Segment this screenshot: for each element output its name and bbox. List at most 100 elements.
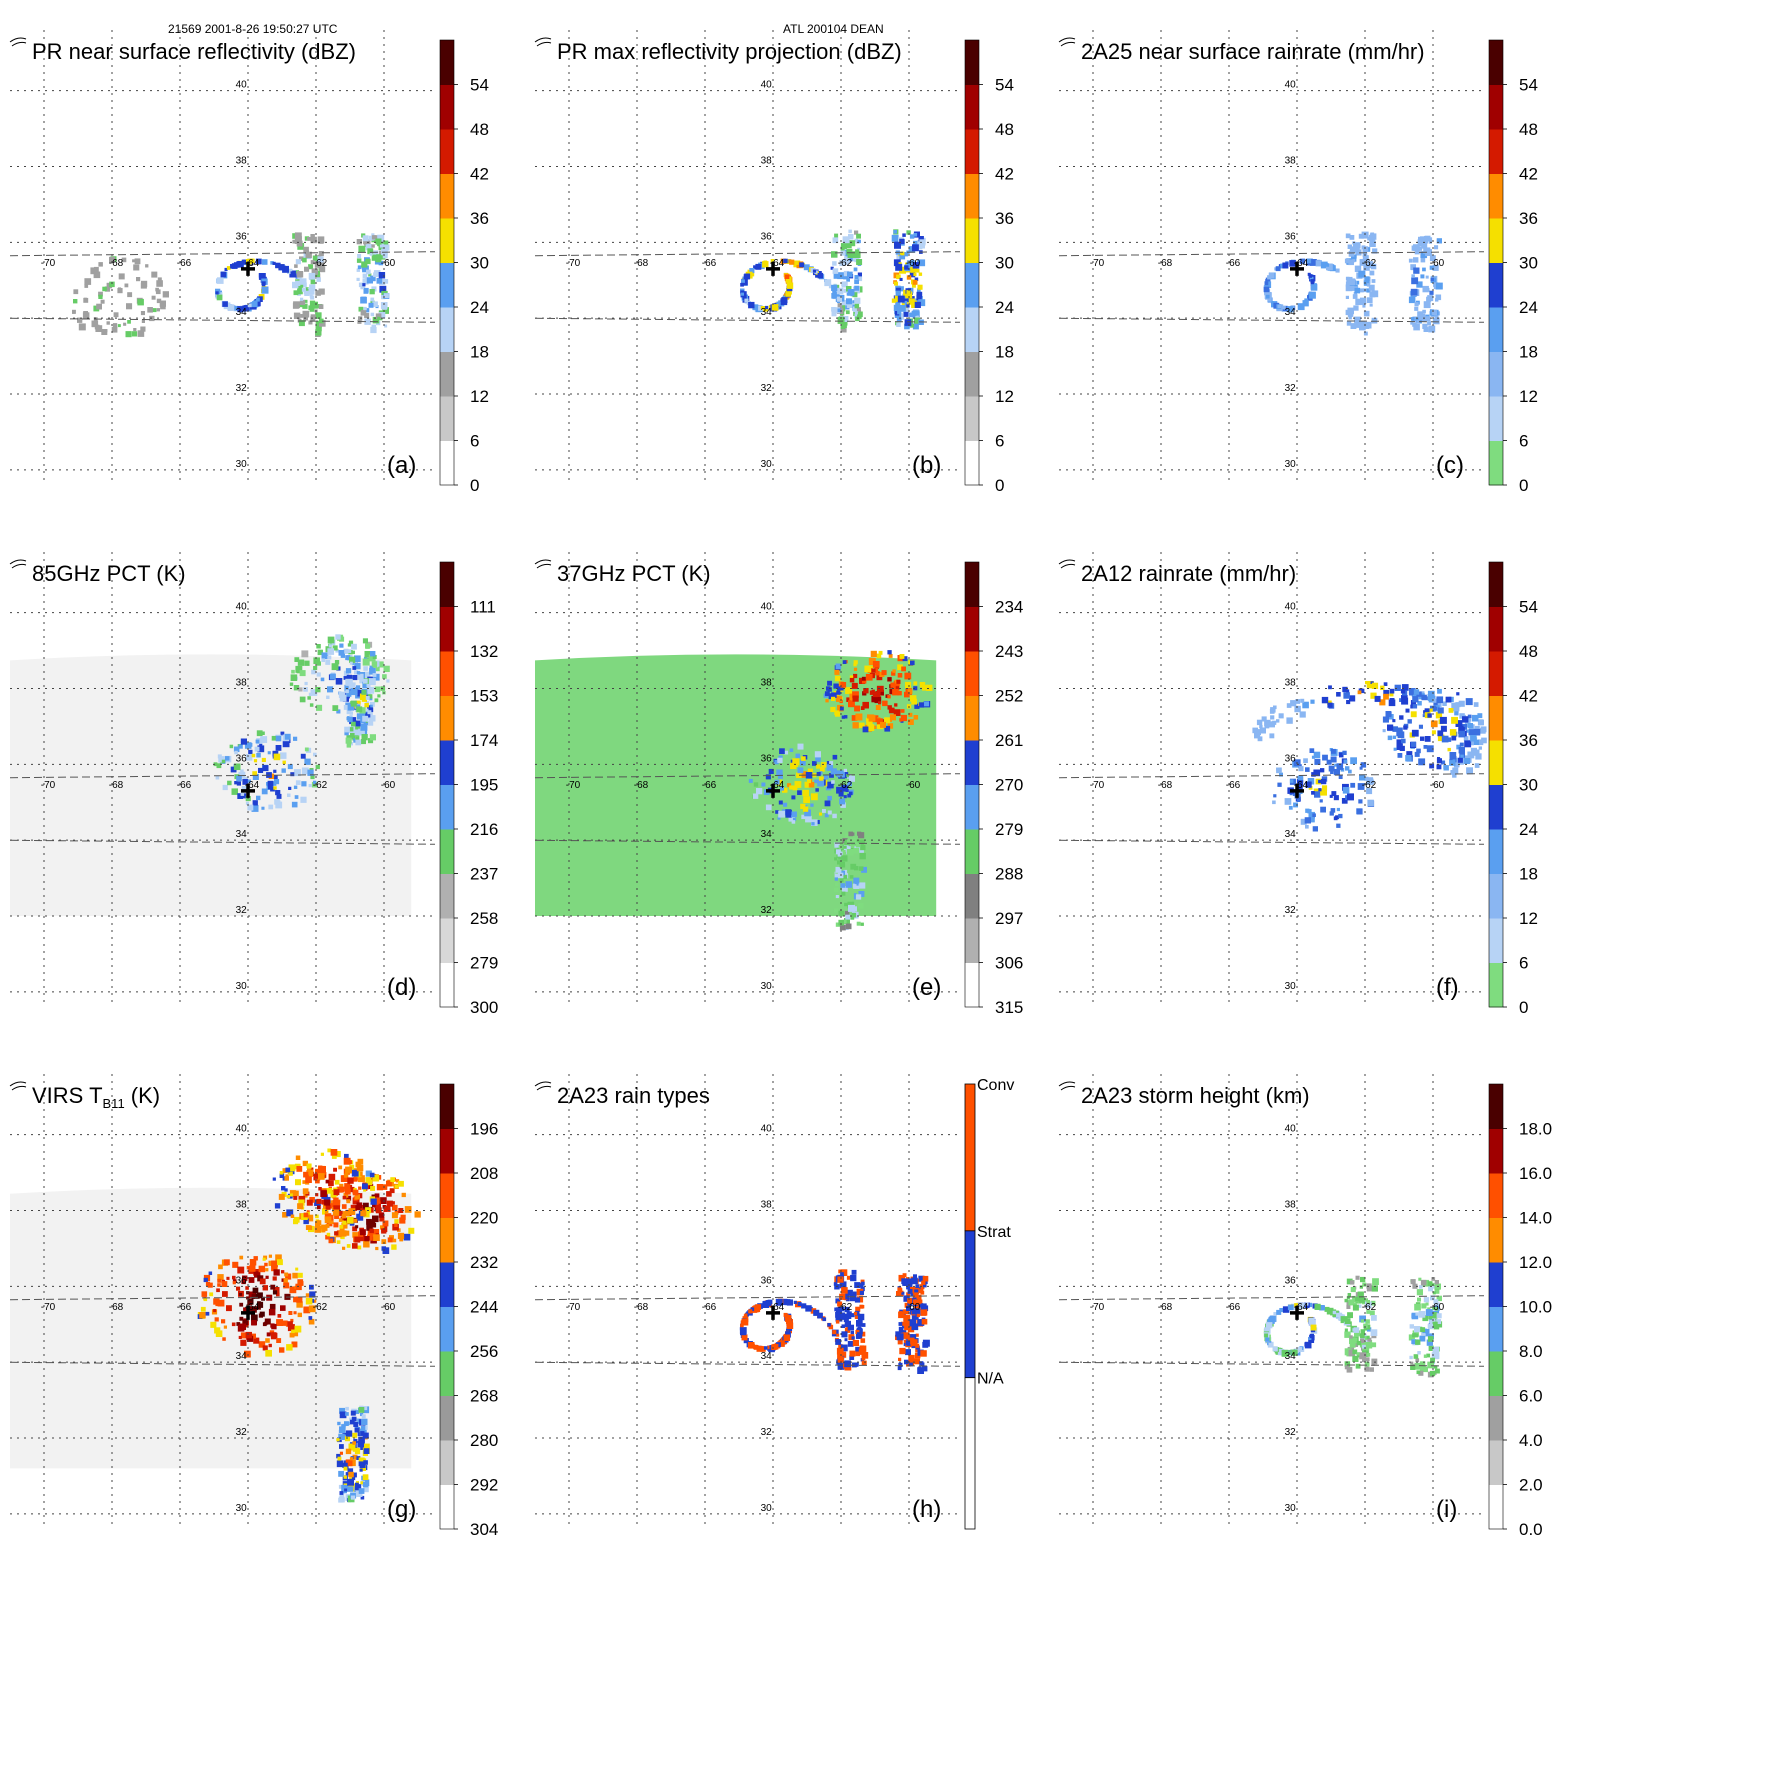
data-cell	[1423, 301, 1431, 309]
data-cell	[856, 307, 861, 312]
data-cell	[225, 756, 230, 761]
data-cell	[797, 1302, 802, 1306]
data-cell	[1426, 745, 1434, 753]
data-cell	[365, 696, 370, 700]
data-cell	[1318, 779, 1322, 784]
data-cell	[898, 1357, 902, 1361]
data-cell	[1459, 742, 1464, 747]
data-cell	[783, 802, 788, 807]
colorbar-tick-label: 234	[995, 598, 1023, 617]
lat-label: 32	[236, 1427, 248, 1438]
data-cell	[297, 1203, 304, 1210]
data-cell	[797, 790, 802, 795]
colorbar-segment	[1489, 173, 1503, 219]
data-cell	[234, 781, 238, 785]
data-cell	[247, 303, 251, 307]
colorbar-tick-label: 48	[470, 120, 489, 139]
data-cell	[304, 747, 309, 752]
data-cell	[340, 1434, 347, 1440]
colorbar-strat	[964, 1230, 976, 1379]
data-cell	[126, 303, 133, 310]
data-cell	[342, 1246, 346, 1250]
colorbar-segment	[440, 606, 454, 652]
data-cell	[270, 1323, 275, 1328]
data-cell	[371, 244, 375, 248]
data-cell	[856, 921, 861, 926]
data-cell	[1427, 1336, 1434, 1342]
data-cell	[1396, 727, 1403, 734]
data-cell	[839, 878, 844, 883]
map-grid	[10, 30, 435, 485]
data-cell	[922, 1275, 929, 1282]
data-cell	[344, 1211, 350, 1217]
data-cell	[313, 666, 318, 671]
data-cell	[840, 802, 846, 808]
data-cell	[1277, 782, 1282, 787]
feature-band	[1344, 231, 1379, 331]
data-cell	[792, 785, 798, 791]
data-cell	[1434, 1302, 1440, 1308]
data-cell	[358, 282, 364, 288]
data-cell	[790, 762, 797, 770]
data-cell	[313, 1173, 321, 1181]
data-cell	[1360, 1319, 1365, 1323]
data-cell	[785, 276, 792, 283]
data-cell	[904, 1302, 910, 1308]
data-cell	[1308, 785, 1313, 790]
colorbar-segment	[440, 173, 454, 219]
data-cell	[916, 1294, 922, 1300]
data-cell	[392, 1223, 399, 1231]
data-cell	[1269, 733, 1275, 739]
data-cell	[300, 796, 307, 803]
data-cell	[1342, 750, 1347, 755]
data-cell	[1352, 241, 1356, 245]
data-cell	[1288, 805, 1293, 810]
data-cell	[1367, 1337, 1372, 1342]
data-cell	[1299, 258, 1306, 264]
data-cell	[918, 241, 925, 249]
data-cell	[293, 301, 300, 309]
data-cell	[892, 688, 899, 696]
data-cell	[1372, 1362, 1376, 1366]
data-cell	[1371, 279, 1376, 283]
data-cell	[1429, 763, 1435, 769]
data-cell	[1367, 264, 1372, 269]
data-cell	[109, 256, 115, 263]
data-cell	[918, 702, 925, 708]
data-cell	[372, 673, 377, 677]
data-cell	[1297, 303, 1305, 311]
data-cell	[369, 715, 376, 722]
data-cell	[840, 1272, 844, 1276]
data-cell	[785, 809, 792, 816]
data-cell	[900, 251, 904, 255]
data-cell	[354, 729, 361, 736]
data-cell	[356, 1213, 364, 1221]
data-cell	[915, 268, 920, 273]
data-cell	[875, 705, 881, 710]
data-cell	[844, 256, 851, 263]
data-cell	[1389, 698, 1395, 703]
data-cell	[343, 648, 349, 654]
lat-label: 36	[1285, 231, 1297, 242]
data-cell	[1467, 751, 1475, 759]
data-cell	[1430, 1295, 1435, 1301]
data-cell	[1464, 758, 1471, 764]
data-cell	[851, 682, 858, 689]
data-cell	[247, 1306, 253, 1312]
data-cell	[306, 1163, 312, 1169]
data-cell	[414, 1211, 421, 1218]
data-cell	[1365, 1342, 1373, 1349]
colorbar-segment	[1489, 440, 1503, 486]
data-cell	[77, 317, 83, 323]
data-cell	[921, 1318, 928, 1325]
data-cell	[272, 1290, 278, 1295]
data-cell	[217, 1274, 224, 1281]
data-cell	[855, 1307, 860, 1312]
colorbar-segment	[1489, 606, 1503, 652]
data-cell	[350, 688, 358, 696]
data-cell	[221, 1319, 226, 1324]
data-cell	[311, 781, 318, 788]
data-cell	[300, 753, 306, 759]
